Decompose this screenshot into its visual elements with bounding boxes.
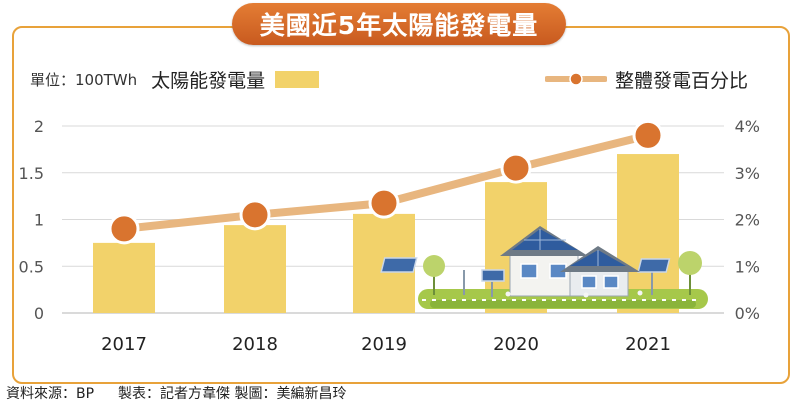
y-axis-right: 0% 1% 2% 3% 4% xyxy=(735,117,760,323)
x-tick-label: 2019 xyxy=(361,334,407,355)
chart-title: 美國近5年太陽能發電量 xyxy=(259,11,539,40)
bar xyxy=(224,225,286,313)
line-point xyxy=(500,152,532,184)
bar xyxy=(93,242,155,313)
legend-bar-label: 太陽能發電量 xyxy=(151,69,266,92)
x-tick-label: 2018 xyxy=(232,334,278,355)
source-footer: 資料來源：BP 製表：記者方韋傑 製圖：美編新昌玲 xyxy=(6,381,347,405)
line-point xyxy=(368,187,400,219)
y-right-tick-label: 4% xyxy=(735,117,760,136)
y-axis-left: 0 0.5 1 1.5 2 xyxy=(19,117,44,323)
line-series xyxy=(108,119,664,245)
y-right-tick-label: 3% xyxy=(735,164,760,183)
y-left-tick-label: 0 xyxy=(34,304,44,323)
legend-left: 單位：100TWh 太陽能發電量 xyxy=(30,66,320,92)
legend-line-label: 整體發電百分比 xyxy=(615,69,749,92)
legend-right: 整體發電百分比 xyxy=(545,66,748,92)
x-tick-label: 2017 xyxy=(101,334,147,355)
x-axis-labels: 2017 2018 2019 2020 2021 xyxy=(101,334,671,355)
line-point xyxy=(108,213,140,245)
solar-houses-icon xyxy=(380,226,708,309)
y-right-tick-label: 0% xyxy=(735,304,760,323)
legend-bar-swatch xyxy=(275,70,320,88)
y-left-tick-label: 1 xyxy=(34,211,44,230)
line-point xyxy=(239,199,271,231)
x-tick-label: 2020 xyxy=(493,334,539,355)
credits: 製表：記者方韋傑 製圖：美編新昌玲 xyxy=(118,386,347,402)
y-left-tick-label: 1.5 xyxy=(19,164,44,183)
data-source: 資料來源：BP xyxy=(6,386,95,402)
y-left-tick-label: 2 xyxy=(34,117,44,136)
unit-label: 單位：100TWh xyxy=(30,70,138,89)
line-point xyxy=(632,119,664,151)
y-left-tick-label: 0.5 xyxy=(19,257,44,276)
y-right-tick-label: 2% xyxy=(735,211,760,230)
y-right-tick-label: 1% xyxy=(735,257,760,276)
legend-line-swatch xyxy=(545,72,607,86)
chart-title-banner: 美國近5年太陽能發電量 xyxy=(232,3,566,45)
x-tick-label: 2021 xyxy=(625,334,671,355)
